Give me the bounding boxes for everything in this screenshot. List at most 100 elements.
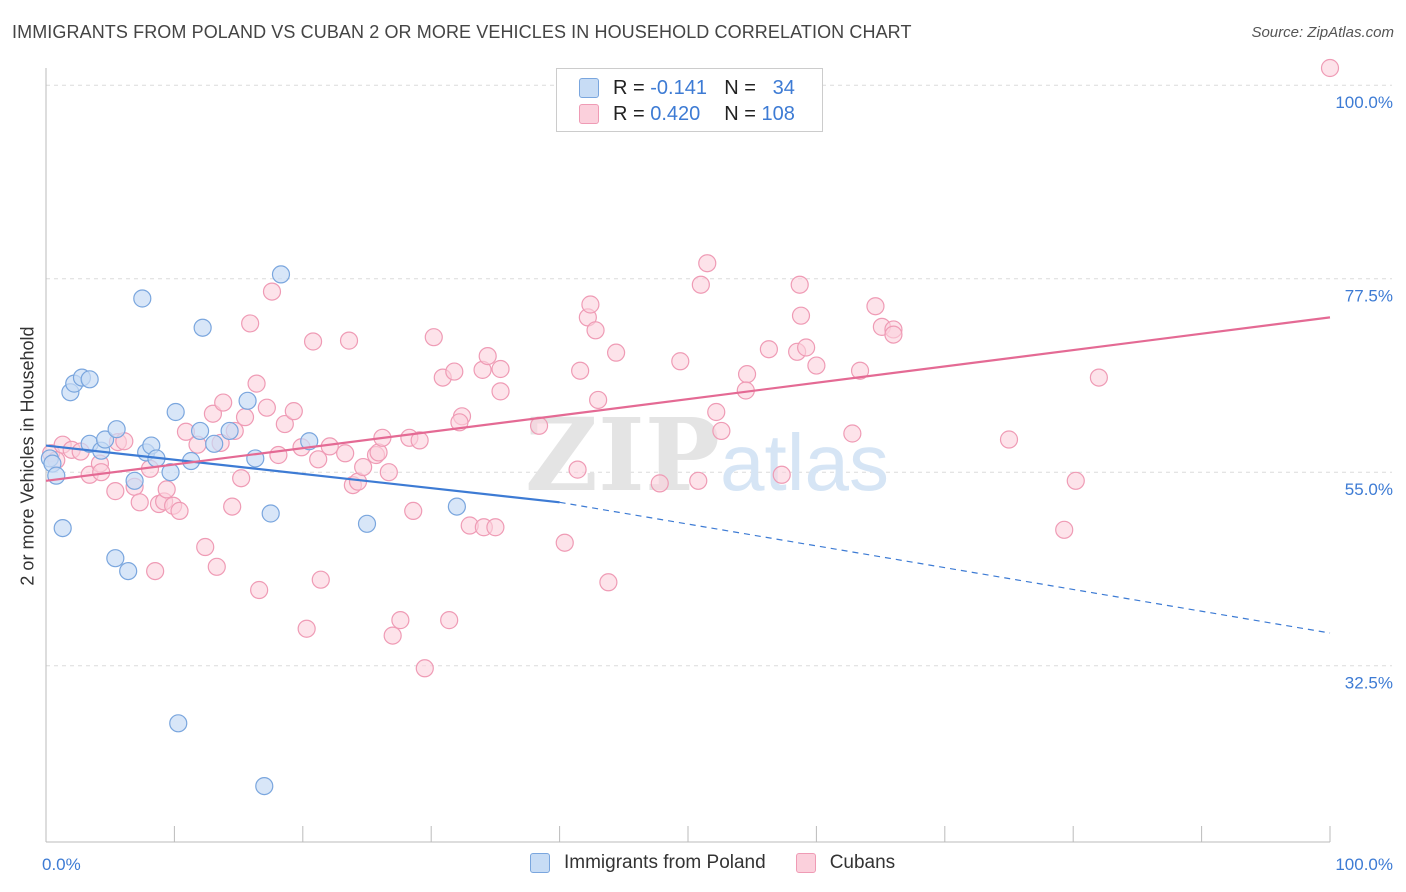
- legend-label-poland: Immigrants from Poland: [564, 852, 766, 873]
- legend-label-cubans: Cubans: [829, 852, 896, 873]
- point-cubans: [698, 254, 717, 273]
- point-poland: [125, 471, 144, 490]
- point-cubans: [354, 457, 373, 477]
- point-cubans: [568, 460, 587, 479]
- point-cubans: [486, 518, 505, 537]
- point-poland: [169, 714, 188, 733]
- point-cubans: [843, 424, 862, 443]
- point-poland: [190, 421, 210, 441]
- point-cubans: [737, 365, 757, 384]
- point-cubans: [999, 430, 1019, 449]
- point-cubans: [707, 402, 726, 422]
- legend-row-poland: R = -0.141 N = 34: [579, 75, 795, 101]
- point-poland: [161, 463, 180, 482]
- trend-cubans: [45, 316, 1331, 482]
- point-cubans: [424, 328, 443, 347]
- point-cubans: [404, 501, 423, 520]
- point-cubans: [1089, 368, 1108, 387]
- point-cubans: [1320, 58, 1340, 78]
- legend-swatch-cubans: [795, 853, 816, 873]
- point-cubans: [1055, 520, 1074, 539]
- point-cubans: [391, 611, 410, 630]
- point-cubans: [146, 561, 165, 581]
- point-poland: [300, 432, 319, 451]
- point-cubans: [303, 332, 323, 351]
- point-cubans: [383, 626, 402, 645]
- point-cubans: [589, 390, 608, 410]
- point-poland: [107, 420, 126, 439]
- y-axis-label: 2 or more Vehicles in Household: [17, 326, 38, 586]
- point-poland: [271, 265, 291, 284]
- point-cubans: [247, 374, 266, 393]
- y-tick-label: 77.5%: [1345, 287, 1393, 306]
- point-cubans: [250, 580, 269, 600]
- point-cubans: [207, 557, 226, 576]
- point-poland: [53, 518, 72, 538]
- point-cubans: [671, 352, 690, 371]
- legend-r-label: R =: [613, 102, 645, 125]
- x-tick-label: 0.0%: [42, 855, 81, 874]
- point-poland: [205, 434, 224, 453]
- point-poland: [357, 514, 377, 533]
- legend-r-value: 0.420: [650, 102, 701, 125]
- point-cubans: [410, 431, 429, 450]
- point-cubans: [478, 347, 497, 366]
- point-cubans: [599, 573, 618, 592]
- point-cubans: [571, 361, 590, 380]
- trend-poland: [45, 444, 560, 504]
- watermark-atlas: atlas: [720, 418, 889, 507]
- point-cubans: [196, 537, 215, 557]
- point-cubans: [790, 275, 809, 294]
- point-cubans: [106, 482, 125, 501]
- point-cubans: [284, 402, 303, 421]
- point-cubans: [689, 471, 708, 490]
- legend-r-value: -0.141: [650, 76, 707, 99]
- series-legend: Immigrants from Poland Cubans: [530, 852, 925, 874]
- point-cubans: [1066, 471, 1085, 490]
- point-cubans: [379, 463, 398, 482]
- point-poland: [119, 561, 138, 581]
- point-poland: [261, 504, 280, 523]
- point-cubans: [555, 533, 574, 552]
- legend-item-cubans[interactable]: Cubans: [795, 852, 896, 874]
- point-cubans: [772, 465, 791, 484]
- point-cubans: [297, 619, 316, 638]
- point-cubans: [866, 297, 885, 316]
- point-cubans: [691, 275, 710, 294]
- point-cubans: [262, 282, 282, 301]
- point-poland: [238, 391, 257, 410]
- point-poland: [80, 370, 99, 389]
- point-cubans: [269, 445, 288, 465]
- point-cubans: [157, 480, 176, 499]
- point-poland: [255, 776, 274, 796]
- legend-n-label: N =: [724, 76, 756, 99]
- series-cubans: [42, 58, 1340, 678]
- chart-title: IMMIGRANTS FROM POLAND VS CUBAN 2 OR MOR…: [12, 22, 912, 42]
- point-cubans: [309, 450, 328, 469]
- watermark-zip: ZIP: [525, 396, 720, 514]
- point-cubans: [130, 493, 149, 512]
- point-poland: [166, 402, 185, 422]
- point-cubans: [491, 359, 510, 379]
- legend-item-poland[interactable]: Immigrants from Poland: [530, 852, 766, 874]
- point-cubans: [440, 611, 459, 630]
- point-cubans: [807, 356, 826, 375]
- point-poland: [47, 466, 66, 485]
- point-poland: [106, 549, 125, 568]
- y-tick-label: 100.0%: [1335, 93, 1393, 112]
- point-cubans: [336, 444, 355, 463]
- point-cubans: [170, 501, 189, 520]
- point-cubans: [797, 338, 816, 357]
- legend-n-label: N =: [724, 102, 756, 125]
- point-cubans: [214, 393, 233, 412]
- point-cubans: [203, 404, 223, 423]
- legend-r-label: R =: [613, 76, 645, 99]
- point-cubans: [606, 343, 626, 362]
- point-cubans: [586, 321, 605, 340]
- point-poland: [95, 430, 115, 449]
- trend-lines: [45, 316, 1331, 634]
- point-cubans: [491, 382, 510, 401]
- point-cubans: [445, 362, 464, 381]
- series-poland: [40, 265, 466, 796]
